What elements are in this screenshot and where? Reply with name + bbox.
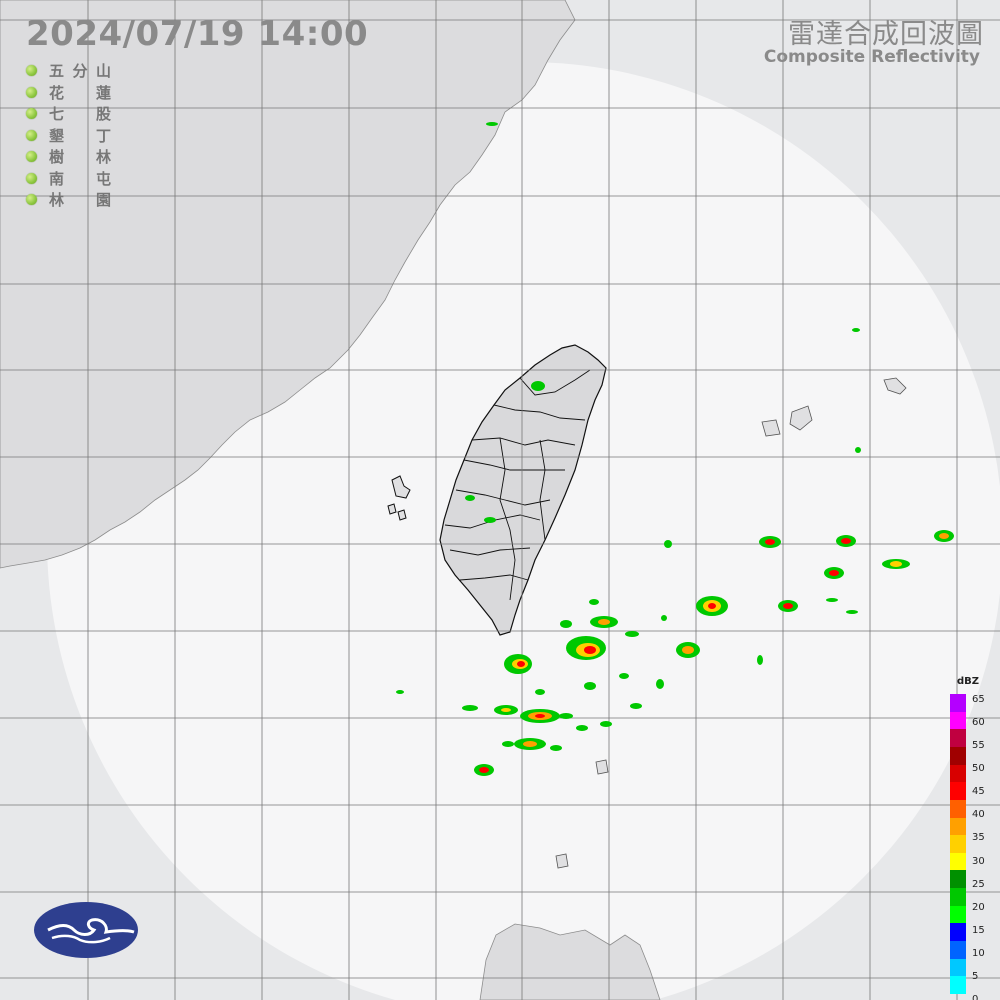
radar-station-list: 五分山 花蓮 七股 墾丁 樹林 南屯 林園 bbox=[26, 60, 111, 211]
scale-tick-label: 65 bbox=[972, 694, 985, 705]
scale-tick-label: 50 bbox=[972, 763, 985, 775]
echo-cluster bbox=[836, 535, 856, 547]
station-name: 樹林 bbox=[49, 148, 111, 167]
scale-color-segment bbox=[950, 941, 966, 960]
penghu-islands bbox=[387, 475, 411, 521]
scale-tick-label: 30 bbox=[972, 855, 985, 867]
cwa-cloud-logo-icon bbox=[34, 902, 138, 958]
station-item: 南屯 bbox=[26, 168, 111, 190]
scale-tick-label: 35 bbox=[972, 832, 985, 844]
echo-cluster bbox=[514, 738, 546, 750]
station-name: 五分山 bbox=[49, 62, 111, 81]
scale-unit-label: dBZ bbox=[957, 676, 980, 687]
scale-color-segment bbox=[950, 870, 966, 889]
echo-cluster bbox=[504, 654, 532, 674]
echo-cluster bbox=[934, 530, 954, 542]
scale-tick-label: 15 bbox=[972, 924, 985, 936]
scale-tick-label: 10 bbox=[972, 947, 985, 959]
station-status-icon bbox=[26, 108, 37, 120]
echo-cluster bbox=[590, 616, 618, 628]
echo-cluster bbox=[474, 764, 494, 776]
echo-cluster bbox=[676, 642, 700, 658]
station-name: 南屯 bbox=[49, 169, 111, 188]
scale-tick-label: 25 bbox=[972, 878, 985, 890]
scale-color-segment bbox=[950, 976, 966, 995]
echo-cluster bbox=[759, 536, 781, 548]
station-name: 墾丁 bbox=[49, 126, 111, 145]
echo-cluster bbox=[520, 709, 560, 723]
scale-color-segment bbox=[950, 835, 966, 854]
taiwan-landmass bbox=[439, 344, 607, 636]
scale-color-segment bbox=[950, 905, 966, 924]
scale-color-segment bbox=[950, 729, 966, 748]
echo-cluster bbox=[824, 567, 844, 579]
scale-tick-label: 55 bbox=[972, 740, 985, 752]
station-status-icon bbox=[26, 129, 37, 141]
scale-color-segment bbox=[950, 923, 966, 942]
echo-cluster bbox=[696, 596, 728, 616]
station-name: 林園 bbox=[49, 191, 111, 210]
station-status-icon bbox=[26, 172, 37, 184]
scale-color-segment bbox=[950, 764, 966, 783]
reflectivity-color-scale bbox=[950, 694, 966, 995]
scale-tick-label: 0 bbox=[972, 994, 979, 1000]
station-status-icon bbox=[26, 194, 37, 206]
scale-tick-label: 45 bbox=[972, 786, 985, 798]
station-item: 墾丁 bbox=[26, 125, 111, 147]
station-item: 五分山 bbox=[26, 60, 111, 82]
echo-cluster bbox=[566, 636, 606, 660]
scale-color-segment bbox=[950, 958, 966, 977]
scale-color-segment bbox=[950, 888, 966, 907]
scale-tick-label: 5 bbox=[972, 970, 979, 982]
scale-color-segment bbox=[950, 782, 966, 801]
title-chinese: 雷達合成回波圖 bbox=[788, 19, 984, 50]
station-status-icon bbox=[26, 65, 37, 77]
station-status-icon bbox=[26, 151, 37, 163]
luzon-landmass bbox=[479, 923, 661, 1000]
timestamp: 2024/07/19 14:00 bbox=[26, 14, 369, 54]
scale-color-segment bbox=[950, 852, 966, 871]
station-item: 林園 bbox=[26, 189, 111, 211]
scale-tick-label: 60 bbox=[972, 717, 985, 729]
scale-tick-label: 40 bbox=[972, 809, 985, 821]
echo-small bbox=[396, 122, 861, 751]
scale-tick-label: 20 bbox=[972, 901, 985, 913]
title-english: Composite Reflectivity bbox=[763, 47, 980, 67]
station-item: 樹林 bbox=[26, 146, 111, 168]
station-name: 七股 bbox=[49, 105, 111, 124]
county-borders bbox=[444, 369, 591, 601]
ryukyu-islands bbox=[555, 377, 907, 869]
echo-cluster bbox=[778, 600, 798, 612]
echo-cluster bbox=[494, 705, 518, 715]
scale-color-segment bbox=[950, 746, 966, 766]
scale-color-segment bbox=[950, 711, 966, 730]
station-name: 花蓮 bbox=[49, 83, 111, 102]
echo-cluster bbox=[882, 559, 910, 569]
station-status-icon bbox=[26, 86, 37, 98]
station-item: 七股 bbox=[26, 103, 111, 125]
scale-color-segment bbox=[950, 817, 966, 836]
station-item: 花蓮 bbox=[26, 82, 111, 104]
radar-echoes bbox=[396, 122, 954, 776]
scale-color-segment bbox=[950, 799, 966, 819]
scale-color-segment bbox=[950, 694, 966, 713]
